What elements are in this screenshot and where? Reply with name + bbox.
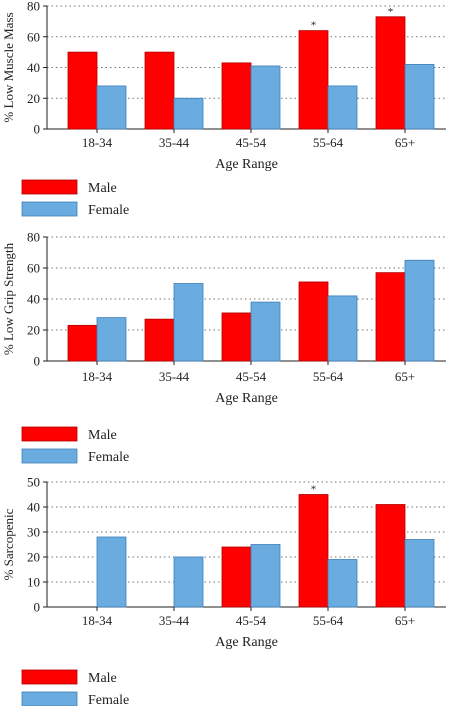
legend-label-male: Male <box>88 181 117 196</box>
y-tick-label: 0 <box>34 122 41 137</box>
x-tick-label: 65+ <box>395 135 415 150</box>
y-tick-label: 50 <box>27 475 40 490</box>
y-tick-label: 40 <box>27 292 40 307</box>
y-axis-title: % Sarcopenic <box>1 508 16 580</box>
bar-female-55-64 <box>327 295 358 362</box>
bar-male-55-64 <box>298 30 329 130</box>
y-tick-label: 0 <box>34 354 41 369</box>
y-tick-label: 0 <box>34 600 41 615</box>
y-axis-title: % Low Grip Strength <box>1 242 16 355</box>
chart-panel-low-muscle-mass: 0 20 40 60 80 18-34 35-44 45-54 * 55-64 * 65+ Age Ra… <box>1 0 446 218</box>
y-tick-label: 40 <box>27 60 40 75</box>
x-tick-label: 55-64 <box>313 613 344 628</box>
bar-male-18-34 <box>67 324 98 362</box>
y-tick-label: 60 <box>27 29 40 44</box>
bar-female-18-34 <box>96 317 127 362</box>
x-axis-title: Age Range <box>215 391 278 406</box>
x-tick-label: 35-44 <box>159 613 190 628</box>
bar-female-65+ <box>404 64 435 130</box>
x-tick-label: 45-54 <box>236 369 267 384</box>
bar-male-45-54 <box>221 312 252 362</box>
bar-male-18-34 <box>67 51 98 130</box>
bar-female-35-44 <box>173 97 204 130</box>
legend-swatch-female <box>21 448 78 464</box>
x-tick-label: 65+ <box>395 613 415 628</box>
bar-male-65+ <box>375 504 406 608</box>
y-tick-label: 20 <box>27 91 40 106</box>
x-tick-label: 45-54 <box>236 613 267 628</box>
bar-female-18-34 <box>96 536 127 608</box>
x-tick-label: 65+ <box>395 369 415 384</box>
bar-female-45-54 <box>250 65 281 130</box>
legend-label-male: Male <box>88 428 117 443</box>
legend-swatch-male <box>21 426 78 442</box>
significance-marker: * <box>311 484 317 496</box>
x-tick-label: 45-54 <box>236 135 267 150</box>
legend-swatch-female <box>21 691 78 706</box>
x-tick-label: 35-44 <box>159 135 190 150</box>
legend-label-female: Female <box>88 203 129 218</box>
bar-female-35-44 <box>173 556 204 608</box>
legend-label-male: Male <box>88 671 117 686</box>
y-tick-label: 20 <box>27 550 40 565</box>
x-tick-label: 55-64 <box>313 135 344 150</box>
bar-male-65+ <box>375 16 406 130</box>
bar-female-55-64 <box>327 85 358 130</box>
bar-male-55-64 <box>298 281 329 362</box>
x-axis-title: Age Range <box>215 635 278 650</box>
y-tick-label: 40 <box>27 500 40 515</box>
y-tick-label: 20 <box>27 323 40 338</box>
y-tick-label: 80 <box>27 0 40 14</box>
significance-marker: * <box>388 6 394 18</box>
chart-panel-low-grip-strength: 0 20 40 60 80 18-34 35-44 45-54 55-64 65+ Age Rang… <box>1 230 446 465</box>
y-tick-label: 80 <box>27 230 40 245</box>
bar-male-45-54 <box>221 546 252 608</box>
x-axis-title: Age Range <box>215 157 278 172</box>
bar-female-65+ <box>404 539 435 608</box>
x-tick-label: 55-64 <box>313 369 344 384</box>
legend-swatch-male <box>21 669 78 685</box>
bar-male-35-44 <box>144 318 175 362</box>
x-tick-label: 18-34 <box>82 135 113 150</box>
bar-female-45-54 <box>250 544 281 608</box>
y-tick-label: 30 <box>27 525 40 540</box>
bar-male-35-44 <box>144 51 175 130</box>
bar-female-45-54 <box>250 301 281 362</box>
x-tick-label: 18-34 <box>82 613 113 628</box>
x-tick-label: 35-44 <box>159 369 190 384</box>
legend-label-female: Female <box>88 450 129 465</box>
bar-male-45-54 <box>221 62 252 130</box>
significance-marker: * <box>311 20 317 32</box>
bar-female-65+ <box>404 259 435 362</box>
x-tick-label: 18-34 <box>82 369 113 384</box>
y-tick-label: 60 <box>27 261 40 276</box>
bar-female-18-34 <box>96 85 127 130</box>
bar-female-55-64 <box>327 559 358 608</box>
bar-male-65+ <box>375 272 406 362</box>
bar-female-35-44 <box>173 283 204 362</box>
chart-panel-sarcopenic: 0 10 20 30 40 50 18-34 35-44 45-54 * 55-64 65+ Age R… <box>1 475 446 706</box>
legend-swatch-female <box>21 201 78 217</box>
y-axis-title: % Low Muscle Mass <box>1 12 16 122</box>
legend-swatch-male <box>21 179 78 195</box>
y-tick-label: 10 <box>27 575 40 590</box>
legend-label-female: Female <box>88 693 129 706</box>
bar-male-55-64 <box>298 494 329 608</box>
